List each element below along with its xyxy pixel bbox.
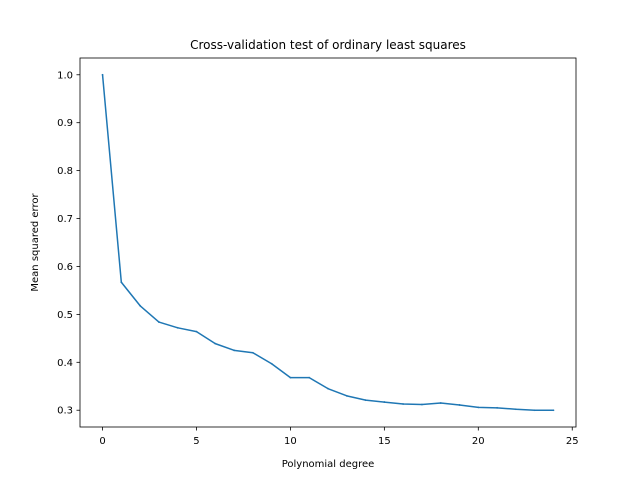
data-point	[552, 409, 555, 412]
y-tick-label: 0.6	[57, 262, 73, 273]
y-axis-label: Mean squared error	[30, 193, 41, 292]
axes-frame	[79, 57, 577, 428]
y-tick-label: 0.4	[57, 358, 73, 369]
plot-area	[101, 73, 555, 412]
data-point	[345, 394, 348, 397]
data-point	[195, 330, 198, 333]
data-point	[458, 404, 461, 406]
y-tick-label: 0.9	[57, 118, 73, 129]
series-line	[101, 74, 554, 411]
data-point	[514, 408, 517, 411]
data-point	[289, 376, 292, 379]
data-point	[101, 73, 104, 76]
x-tick-label: 0	[99, 436, 105, 447]
data-point	[477, 406, 480, 409]
y-axis: 0.3 0.4 0.5 0.6 0.7 0.8 0.9 1.0	[57, 70, 80, 417]
y-tick-label: 0.8	[57, 166, 73, 177]
data-point	[233, 349, 235, 352]
x-tick-label: 5	[193, 436, 199, 447]
data-point	[308, 376, 311, 379]
data-point	[120, 281, 123, 284]
data-point	[402, 403, 405, 405]
data-point	[383, 401, 386, 403]
data-point	[496, 406, 498, 409]
y-tick-label: 0.7	[57, 214, 73, 225]
x-tick-label: 10	[284, 436, 297, 447]
y-tick-label: 1.0	[57, 70, 73, 81]
y-tick-label: 0.3	[57, 406, 73, 417]
data-point	[364, 399, 367, 402]
x-tick-label: 15	[378, 436, 391, 447]
data-point	[421, 403, 423, 406]
x-axis: 0 5 10 15 20 25	[99, 427, 579, 447]
data-point	[251, 351, 254, 354]
y-tick-label: 0.5	[57, 310, 73, 321]
x-axis-label: Polynomial degree	[282, 459, 375, 470]
chart-title: Cross-validation test of ordinary least …	[190, 38, 466, 52]
data-point	[270, 362, 273, 365]
x-tick-label: 25	[566, 436, 579, 447]
data-point	[176, 326, 179, 329]
data-point	[158, 321, 160, 323]
data-point	[439, 402, 442, 404]
data-point	[327, 387, 329, 390]
data-point	[139, 304, 142, 307]
data-point	[533, 409, 536, 412]
x-tick-label: 20	[472, 436, 485, 447]
data-point	[214, 342, 217, 345]
